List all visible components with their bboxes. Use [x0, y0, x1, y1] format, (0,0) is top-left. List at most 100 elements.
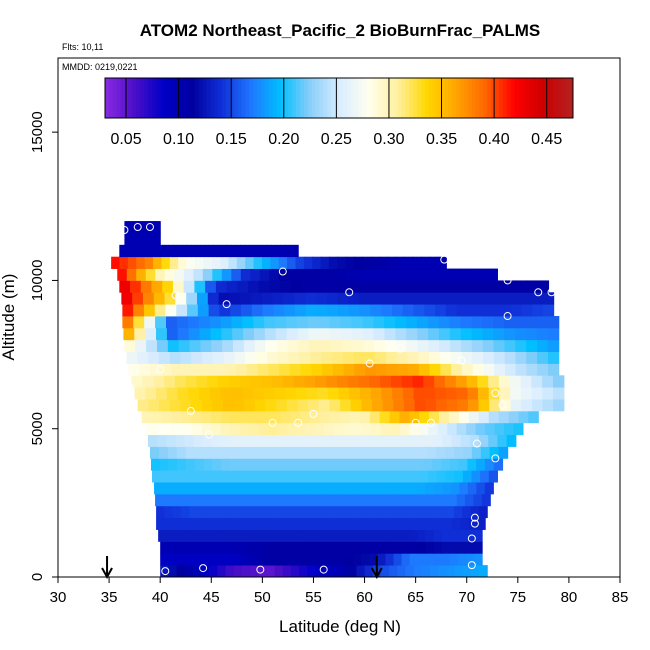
heatmap-cell [272, 493, 282, 507]
heatmap-cell [228, 375, 241, 388]
colorbar-tick-label: 0.45 [531, 131, 562, 148]
heatmap-cell [296, 541, 306, 554]
heatmap-cell [132, 221, 134, 234]
heatmap-cell [269, 268, 280, 281]
heatmap-cell [498, 375, 511, 388]
heatmap-cell [268, 363, 280, 376]
heatmap-cell [121, 292, 133, 305]
heatmap-cell [251, 292, 263, 305]
heatmap-cell [472, 363, 484, 376]
heatmap-cell [154, 482, 164, 495]
heatmap-cell [536, 339, 549, 352]
flights-note: Flts: 10,11 [62, 42, 103, 52]
heatmap-cell [287, 339, 299, 352]
heatmap-cell [400, 482, 410, 495]
heatmap-cell [461, 363, 474, 376]
heatmap-cell [402, 292, 414, 305]
colorbar-swatch [569, 78, 574, 118]
heatmap-cell [409, 410, 420, 424]
heatmap-cell [219, 304, 231, 317]
heatmap-cell [466, 422, 477, 436]
heatmap-cell [471, 327, 484, 341]
heatmap-cell [205, 493, 215, 507]
heatmap-cell [167, 339, 180, 352]
heatmap-cell [290, 565, 300, 578]
colorbar-swatch [292, 78, 297, 118]
heatmap-cell [248, 553, 258, 566]
heatmap-cell [278, 256, 288, 269]
heatmap-cell [377, 541, 387, 554]
x-tick-label: 85 [612, 589, 629, 606]
heatmap-cell [411, 517, 420, 530]
heatmap-cell [282, 375, 295, 388]
colorbar-swatch [354, 78, 359, 118]
heatmap-cell [476, 482, 486, 495]
heatmap-cell [418, 446, 428, 459]
heatmap-cell [438, 316, 451, 329]
heatmap-cell [328, 446, 339, 459]
sample-points [120, 223, 573, 576]
colorbar-swatch [502, 78, 508, 118]
heatmap-cell [389, 410, 401, 424]
heatmap-cell [336, 375, 349, 388]
sample-point [491, 389, 500, 398]
heatmap-cell [218, 292, 231, 305]
heatmap-cell [123, 244, 129, 258]
heatmap-cell [433, 482, 444, 495]
heatmap-cell [371, 505, 381, 519]
heatmap-cell [209, 387, 222, 400]
heatmap-cell [253, 244, 259, 258]
heatmap-cell [480, 470, 490, 483]
heatmap-cell [536, 316, 549, 329]
heatmap-cell [139, 221, 142, 234]
heatmap-cell [218, 375, 230, 388]
heatmap-cell [245, 351, 257, 364]
heatmap-cell [133, 232, 135, 246]
heatmap-cell [231, 387, 243, 400]
heatmap-cell [139, 363, 151, 376]
heatmap-cell [474, 541, 483, 554]
heatmap-cell [379, 256, 389, 269]
heatmap-cell [429, 410, 440, 424]
heatmap-cell [290, 280, 303, 293]
heatmap-cell [176, 304, 188, 317]
heatmap-cell [317, 387, 329, 400]
heatmap-cell [263, 529, 273, 542]
heatmap-cell [230, 517, 239, 530]
heatmap-cell [214, 529, 224, 542]
heatmap-cell [284, 244, 290, 258]
heatmap-cell [222, 529, 232, 542]
heatmap-cell [457, 529, 467, 542]
heatmap-cell [515, 316, 527, 329]
colorbar-swatch [210, 78, 215, 118]
heatmap-cell [196, 292, 209, 305]
colorbar-swatch [389, 78, 395, 118]
heatmap-cell [240, 268, 251, 281]
heatmap-cell [531, 292, 544, 305]
colorbar-swatch [120, 78, 125, 118]
heatmap-cell [331, 351, 344, 364]
heatmap-cell [442, 482, 452, 495]
heatmap-cell [128, 221, 131, 234]
heatmap-cell [288, 351, 300, 364]
heatmap-cell [296, 553, 306, 566]
heatmap-cell [274, 387, 286, 400]
heatmap-cell [506, 434, 517, 447]
sample-point [222, 300, 231, 309]
heatmap-cell [209, 316, 222, 329]
heatmap-cell [130, 232, 133, 246]
heatmap-cell [525, 316, 538, 329]
heatmap-cell [160, 565, 169, 578]
heatmap-cell [515, 339, 527, 352]
heatmap-cell [458, 458, 468, 471]
heatmap-cell [264, 327, 277, 341]
heatmap-cell [349, 387, 361, 400]
heatmap-cell [199, 327, 212, 341]
x-tick-label: 70 [458, 589, 475, 606]
colorbar-swatch [471, 78, 476, 118]
colorbar-swatch [307, 78, 313, 118]
heatmap-cell [478, 434, 489, 447]
heatmap-cell [306, 387, 318, 400]
heatmap-cell [276, 339, 288, 352]
heatmap-cell [166, 316, 178, 329]
